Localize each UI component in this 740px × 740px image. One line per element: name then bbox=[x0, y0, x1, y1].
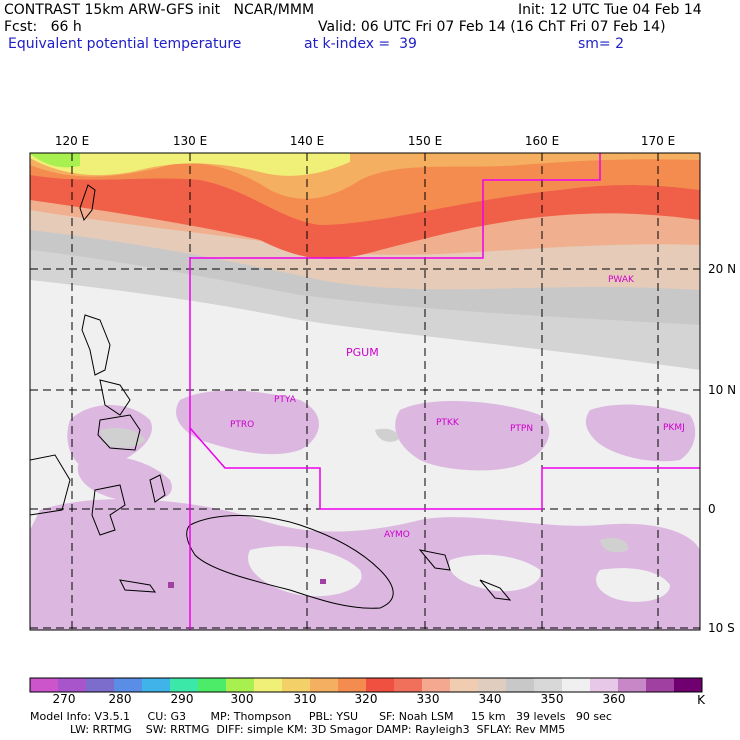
map-panel: 120 E 130 E 140 E 150 E 160 E 170 E bbox=[29, 134, 736, 635]
cb-tick-350: 350 bbox=[540, 692, 564, 706]
colorbar-cell bbox=[226, 678, 255, 692]
station-pgum: PGUM bbox=[346, 346, 379, 359]
level-label: at k-index = bbox=[304, 36, 391, 52]
colorbar-cell bbox=[114, 678, 143, 692]
station-ptkk: PTKK bbox=[436, 418, 460, 428]
timor-outline bbox=[119, 579, 157, 593]
colorbar-cell bbox=[366, 678, 395, 692]
lon-label-130e: 130 E bbox=[173, 134, 207, 148]
station-ptro: PTRO bbox=[230, 420, 254, 430]
station-pwak: PWAK bbox=[608, 275, 635, 285]
sulawesi-outline bbox=[91, 484, 126, 536]
colorbar-cell bbox=[170, 678, 199, 692]
cb-tick-280: 280 bbox=[108, 692, 132, 706]
coastlines bbox=[30, 184, 512, 609]
halmahera-outline bbox=[149, 474, 166, 503]
forecast-hour: Fcst: 66 h bbox=[4, 19, 82, 35]
smoothing-value: 2 bbox=[615, 36, 625, 52]
lat-label-10n: 10 N bbox=[708, 383, 736, 397]
lon-label-140e: 140 E bbox=[290, 134, 324, 148]
new-guinea-outline bbox=[186, 515, 394, 609]
cb-tick-310: 310 bbox=[293, 692, 317, 706]
lat-label-10s: 10 S bbox=[708, 621, 735, 635]
colorbar-cell bbox=[562, 678, 591, 692]
graticule bbox=[30, 153, 700, 630]
colorbar-cell bbox=[310, 678, 339, 692]
field-name: Equivalent potential temperature bbox=[8, 36, 242, 52]
colorbar-cell bbox=[338, 678, 367, 692]
purple-spot-2 bbox=[320, 579, 326, 584]
level-value: 39 bbox=[399, 36, 417, 52]
purple-spot-1 bbox=[168, 582, 174, 588]
init-time: Init: 12 UTC Tue 04 Feb 14 bbox=[518, 2, 702, 18]
colorbar-cell bbox=[198, 678, 227, 692]
cb-tick-270: 270 bbox=[52, 692, 76, 706]
lat-label-eq: 0 bbox=[708, 502, 716, 516]
cb-tick-340: 340 bbox=[478, 692, 502, 706]
visayas-outline bbox=[99, 379, 131, 416]
model-title: CONTRAST 15km ARW-GFS init NCAR/MMM bbox=[4, 2, 315, 18]
taiwan-outline bbox=[79, 184, 96, 222]
colorbar-cell bbox=[58, 678, 87, 692]
station-pkmj: PKMJ bbox=[663, 423, 685, 433]
solomon-outline bbox=[479, 579, 512, 601]
colorbar-cell bbox=[478, 678, 507, 692]
model-info-line1: Model Info: V3.5.1 CU: G3 MP: Thompson P… bbox=[30, 710, 612, 723]
colorbar-cell bbox=[254, 678, 283, 692]
station-ptya: PTYA bbox=[274, 395, 297, 405]
level-info: at k-index = 39 bbox=[304, 36, 417, 52]
valid-time: Valid: 06 UTC Fri 07 Feb 14 (16 ChT Fri … bbox=[318, 19, 666, 35]
cb-unit: K bbox=[697, 693, 705, 707]
colorbar-cell bbox=[282, 678, 311, 692]
colorbar bbox=[29, 677, 703, 693]
colorbar-frame bbox=[29, 677, 703, 693]
lon-label-160e: 160 E bbox=[525, 134, 559, 148]
mindanao-outline bbox=[97, 414, 141, 451]
cb-tick-330: 330 bbox=[416, 692, 440, 706]
cb-tick-360: 360 bbox=[602, 692, 626, 706]
cb-tick-290: 290 bbox=[170, 692, 194, 706]
colorbar-cell bbox=[618, 678, 647, 692]
colorbar-cell bbox=[30, 678, 59, 692]
colorbar-cell bbox=[506, 678, 535, 692]
new-britain-outline bbox=[418, 549, 451, 571]
colorbar-cell bbox=[450, 678, 479, 692]
model-info-line2: LW: RRTMG SW: RRTMG DIFF: simple KM: 3D … bbox=[70, 723, 566, 736]
cb-tick-300: 300 bbox=[230, 692, 254, 706]
borneo-outline bbox=[30, 454, 71, 516]
colorbar-cell bbox=[534, 678, 563, 692]
map-frame bbox=[29, 152, 701, 631]
colorbar-cell bbox=[646, 678, 675, 692]
lat-label-20n: 20 N bbox=[708, 262, 736, 276]
station-aymo: AYMO bbox=[384, 530, 410, 540]
colorbar-cell bbox=[394, 678, 423, 692]
cb-tick-320: 320 bbox=[354, 692, 378, 706]
smoothing-label: sm= bbox=[578, 36, 611, 52]
station-ptpn: PTPN bbox=[510, 424, 533, 434]
colorbar-cell bbox=[422, 678, 451, 692]
theta-e-field bbox=[30, 153, 700, 630]
colorbar-cell bbox=[142, 678, 171, 692]
lon-label-150e: 150 E bbox=[408, 134, 442, 148]
colorbar-cell bbox=[590, 678, 619, 692]
lon-label-120e: 120 E bbox=[55, 134, 89, 148]
smoothing-info: sm= 2 bbox=[578, 36, 624, 52]
fir-boundary bbox=[189, 153, 700, 630]
luzon-outline bbox=[81, 314, 111, 376]
colorbar-cell bbox=[86, 678, 115, 692]
lon-label-170e: 170 E bbox=[641, 134, 675, 148]
colorbar-cell bbox=[674, 678, 703, 692]
